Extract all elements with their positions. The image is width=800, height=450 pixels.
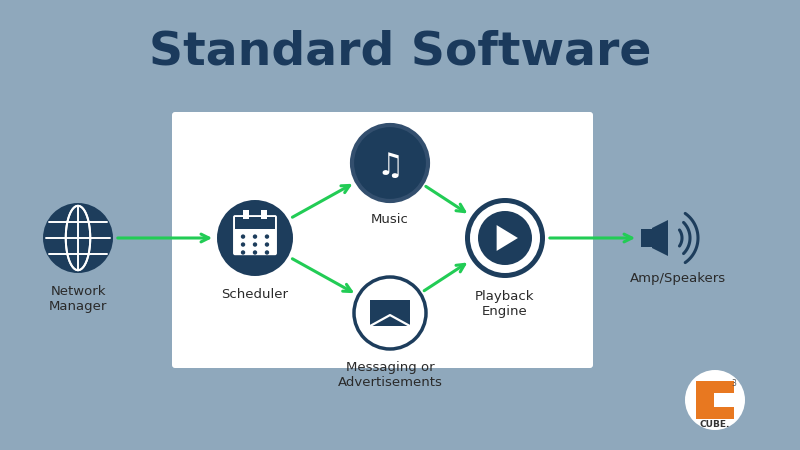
- Bar: [243, 210, 250, 219]
- FancyBboxPatch shape: [172, 112, 593, 368]
- Text: Amp/Speakers: Amp/Speakers: [630, 272, 726, 285]
- Text: ♫: ♫: [376, 152, 404, 180]
- Circle shape: [241, 243, 246, 247]
- Polygon shape: [497, 225, 518, 251]
- Circle shape: [354, 277, 426, 349]
- Bar: [370, 300, 410, 326]
- Text: CUBE.: CUBE.: [700, 420, 730, 429]
- Circle shape: [465, 198, 545, 278]
- Circle shape: [265, 243, 269, 247]
- Circle shape: [478, 211, 532, 265]
- Circle shape: [685, 370, 745, 430]
- Circle shape: [217, 200, 293, 276]
- Text: Standard Software: Standard Software: [149, 30, 651, 75]
- Text: Music: Music: [371, 213, 409, 226]
- Bar: [235, 217, 275, 229]
- Text: Messaging or
Advertisements: Messaging or Advertisements: [338, 361, 442, 389]
- Circle shape: [253, 234, 258, 239]
- Circle shape: [253, 250, 258, 255]
- Polygon shape: [652, 220, 668, 256]
- Circle shape: [43, 203, 113, 273]
- Circle shape: [470, 203, 540, 273]
- Polygon shape: [696, 382, 734, 418]
- Circle shape: [265, 234, 269, 239]
- Bar: [261, 210, 266, 219]
- Circle shape: [265, 250, 269, 255]
- Circle shape: [241, 234, 246, 239]
- Circle shape: [241, 250, 246, 255]
- Text: 3: 3: [731, 379, 736, 388]
- Text: Playback
Engine: Playback Engine: [475, 290, 534, 318]
- FancyBboxPatch shape: [233, 215, 277, 255]
- Polygon shape: [641, 229, 652, 247]
- Text: Network
Manager: Network Manager: [49, 285, 107, 313]
- Text: Scheduler: Scheduler: [222, 288, 289, 301]
- Circle shape: [352, 125, 428, 201]
- Circle shape: [253, 243, 258, 247]
